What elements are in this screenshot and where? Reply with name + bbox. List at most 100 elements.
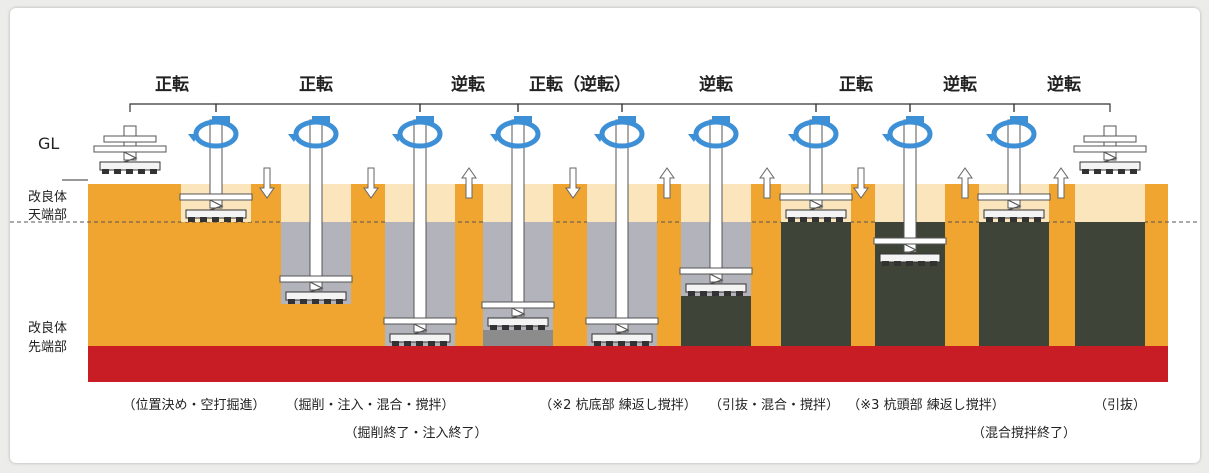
drive-head	[416, 116, 434, 124]
rotation-arrowhead-icon	[986, 134, 996, 142]
caption-excavation: （掘削・注入・混合・撹拌）	[285, 398, 454, 413]
bit-tooth	[724, 291, 731, 296]
bit-tooth	[324, 299, 331, 304]
mixing-blade	[679, 267, 753, 275]
bit-tooth	[630, 341, 637, 346]
mixing-blade	[179, 193, 253, 201]
up-arrow-icon	[759, 167, 775, 199]
drill-rod	[413, 119, 427, 333]
bit-tooth	[392, 341, 399, 346]
drill-bit	[785, 209, 847, 219]
bottom-zone-label-2: 先端部	[28, 340, 67, 355]
bit-tooth	[812, 217, 819, 222]
handle-bar	[1083, 135, 1137, 143]
drive-head	[712, 116, 730, 124]
bit-tooth	[336, 299, 343, 304]
mixing-blade	[383, 317, 457, 325]
caption-head-remix: （※3 杭頭部 練返し撹拌）	[847, 398, 1004, 413]
bit-tooth	[538, 325, 545, 330]
mixing-blade	[585, 317, 659, 325]
drill-bit	[389, 333, 451, 343]
rotation-label-1: 正転	[155, 74, 189, 95]
bit-tooth	[606, 341, 613, 346]
rotation-label-8: 逆転	[1047, 74, 1081, 95]
bit-tooth	[502, 325, 509, 330]
auger-spiral	[903, 243, 918, 255]
drill-bit	[685, 283, 747, 293]
rotation-label-2: 正転	[299, 74, 333, 95]
rotation-arrowhead-icon	[288, 134, 298, 142]
rotation-label-7: 逆転	[943, 74, 977, 95]
bit-tooth	[1022, 217, 1029, 222]
bit-tooth	[712, 291, 719, 296]
process-steps	[93, 116, 1147, 346]
bit-tooth	[490, 325, 497, 330]
top-zone-label-2: 天端部	[28, 208, 67, 223]
rotation-arrowhead-icon	[882, 134, 892, 142]
auger-spiral	[809, 199, 824, 211]
caption-bottom-remix: （※2 杭底部 練返し撹拌）	[539, 397, 696, 413]
rotation-arrowhead-icon	[490, 134, 500, 142]
auger-spiral	[1007, 199, 1022, 211]
mixing-blade	[977, 193, 1051, 201]
rotation-label-3: 逆転	[451, 74, 485, 95]
drill-bit	[99, 161, 161, 171]
bit-tooth	[1130, 169, 1137, 174]
auger-spiral	[123, 151, 138, 163]
auger-spiral	[209, 199, 224, 211]
bit-tooth	[114, 169, 121, 174]
diagram-card: GL 改良体 天端部 改良体 先端部 正転 正転 逆転 正転（逆転） 逆転 正転…	[10, 8, 1200, 463]
caption-withdraw: （引抜）	[1094, 397, 1146, 413]
drill-bit	[487, 317, 549, 327]
caption-positioning: （位置決め・空打掘進）	[122, 398, 265, 413]
rotation-arrowhead-icon	[392, 134, 402, 142]
drive-head	[212, 116, 230, 124]
up-arrow-icon	[461, 167, 477, 199]
drive-head	[906, 116, 924, 124]
auger-spiral	[1103, 151, 1118, 163]
rotation-label-6: 正転	[839, 74, 873, 95]
bit-tooth	[224, 217, 231, 222]
bit-tooth	[736, 291, 743, 296]
drive-head	[514, 116, 532, 124]
bit-tooth	[824, 217, 831, 222]
bit-tooth	[428, 341, 435, 346]
auger-spiral	[615, 323, 630, 335]
top-band	[1075, 184, 1145, 222]
auger-spiral	[309, 281, 324, 293]
drive-head	[1010, 116, 1028, 124]
bit-tooth	[138, 169, 145, 174]
bit-tooth	[906, 261, 913, 266]
bit-tooth	[440, 341, 447, 346]
bit-tooth	[1082, 169, 1089, 174]
bit-tooth	[526, 325, 533, 330]
bit-tooth	[918, 261, 925, 266]
bit-tooth	[416, 341, 423, 346]
mixing-blade	[279, 275, 353, 283]
bottom-layer	[88, 346, 1168, 382]
rotation-brackets	[129, 103, 1111, 112]
caption-mix-end: （混合撹拌終了）	[972, 425, 1076, 441]
mixed-column	[1075, 222, 1145, 346]
mixed-column	[681, 296, 751, 346]
rotation-arrowhead-icon	[188, 134, 198, 142]
bit-tooth	[594, 341, 601, 346]
bit-tooth	[800, 217, 807, 222]
bit-tooth	[882, 261, 889, 266]
down-arrow-icon	[853, 167, 869, 199]
bit-tooth	[1010, 217, 1017, 222]
bit-tooth	[836, 217, 843, 222]
bit-tooth	[788, 217, 795, 222]
construction-process-diagram: GL 改良体 天端部 改良体 先端部 正転 正転 逆転 正転（逆転） 逆転 正転…	[10, 74, 1200, 441]
bit-tooth	[288, 299, 295, 304]
drill-bit	[1079, 161, 1141, 171]
down-arrow-icon	[363, 167, 379, 199]
bit-tooth	[642, 341, 649, 346]
rotation-label-4: 正転（逆転）	[529, 74, 631, 95]
bit-tooth	[1094, 169, 1101, 174]
up-arrow-icon	[659, 167, 675, 199]
bit-tooth	[126, 169, 133, 174]
rotation-arrowhead-icon	[594, 134, 604, 142]
bit-tooth	[200, 217, 207, 222]
bit-tooth	[618, 341, 625, 346]
